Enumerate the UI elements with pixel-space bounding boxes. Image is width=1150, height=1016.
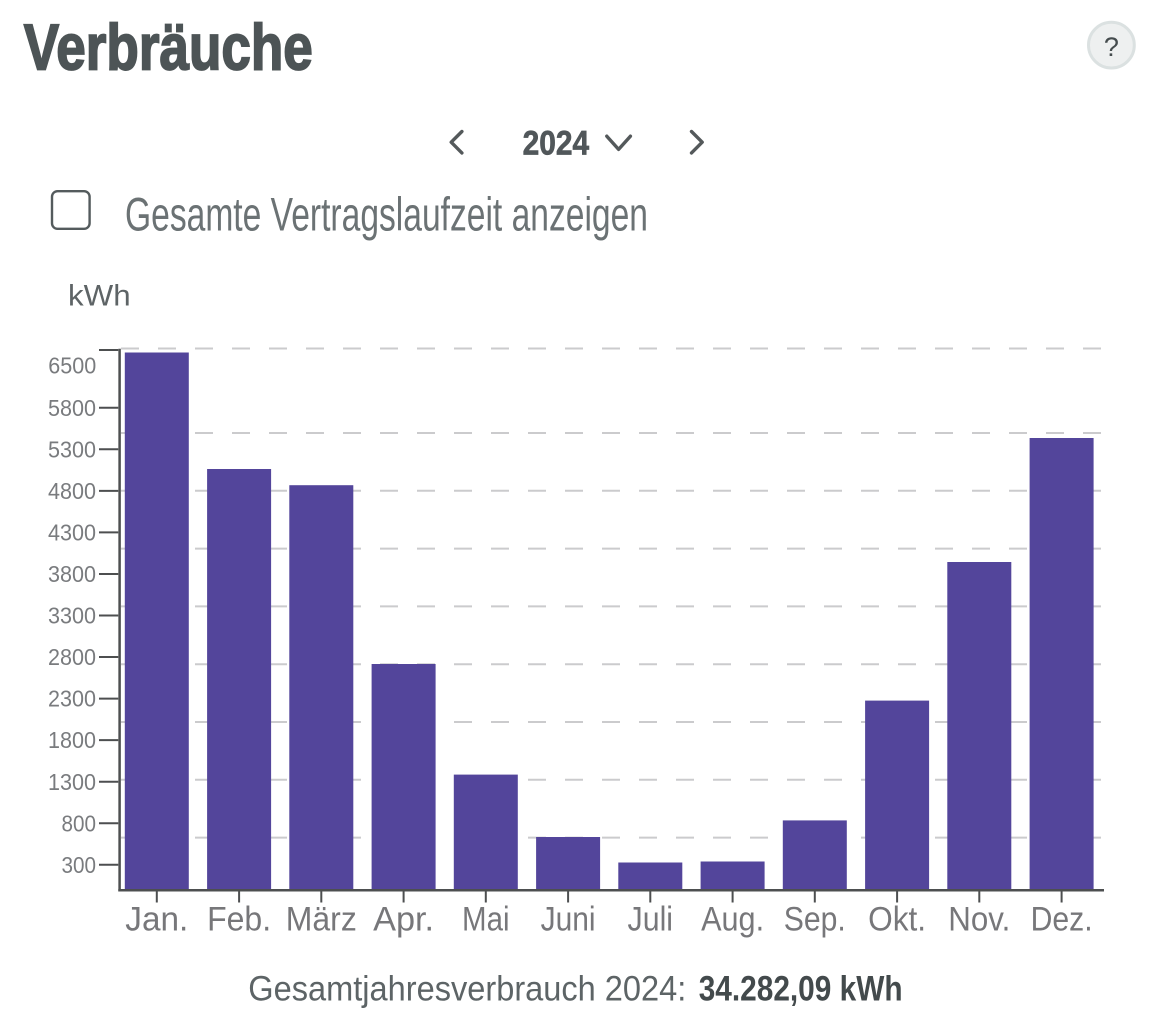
svg-text:300: 300 [62,852,97,878]
svg-text:Jan.: Jan. [125,901,188,939]
svg-text:34.282,09 kWh: 34.282,09 kWh [699,969,903,1008]
svg-text:Juni: Juni [541,901,596,939]
svg-text:Juli: Juli [628,901,674,939]
svg-text:800: 800 [62,810,97,836]
svg-text:Apr.: Apr. [373,901,434,939]
svg-text:5800: 5800 [48,395,96,421]
svg-text:1800: 1800 [48,727,96,753]
svg-text:Okt.: Okt. [868,901,926,939]
svg-text:2024: 2024 [523,125,590,163]
svg-text:kWh: kWh [68,279,131,312]
svg-text:4300: 4300 [48,519,96,545]
svg-text:Nov.: Nov. [948,901,1010,939]
svg-text:2800: 2800 [48,644,96,670]
svg-text:Verbräuche: Verbräuche [24,11,313,84]
svg-text:Aug.: Aug. [701,901,764,939]
svg-text:Gesamtjahresverbrauch 2024:: Gesamtjahresverbrauch 2024: [248,969,686,1008]
svg-text:3300: 3300 [48,603,96,629]
svg-text:1300: 1300 [48,769,96,795]
svg-text:3800: 3800 [48,561,96,587]
svg-text:Mai: Mai [462,901,510,939]
svg-text:6500: 6500 [48,353,96,379]
svg-text:Feb.: Feb. [207,901,271,939]
svg-text:Dez.: Dez. [1031,901,1093,939]
svg-text:4800: 4800 [48,478,96,504]
svg-text:2300: 2300 [48,686,96,712]
svg-text:März: März [286,901,357,939]
svg-text:5300: 5300 [48,436,96,462]
svg-text:Gesamte Vertragslaufzeit anzei: Gesamte Vertragslaufzeit anzeigen [125,188,648,241]
svg-text:?: ? [1104,32,1119,62]
svg-text:Sep.: Sep. [784,901,846,939]
